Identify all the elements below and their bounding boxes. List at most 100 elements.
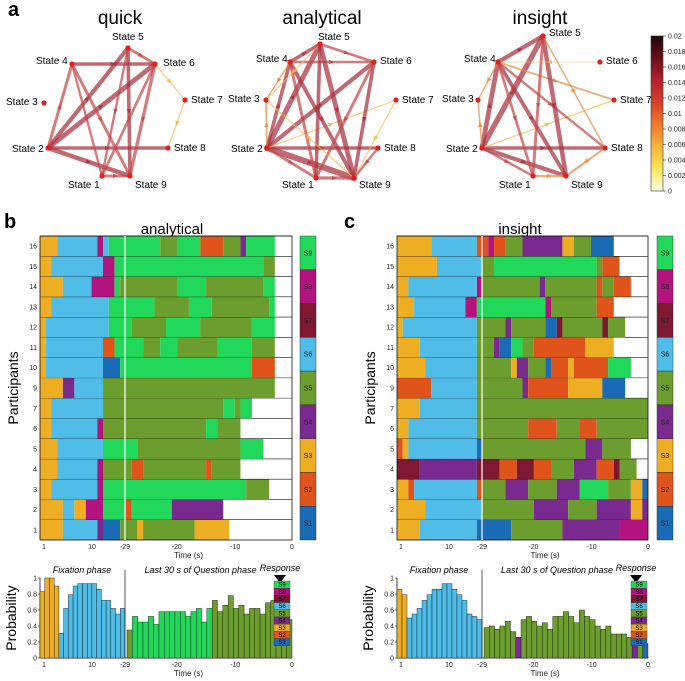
y-tick-label: 1	[33, 576, 37, 583]
question-bar	[164, 611, 170, 659]
network-arrow	[264, 122, 269, 128]
raster-segment	[45, 357, 103, 378]
raster-segment	[177, 337, 218, 358]
network-arrow	[528, 115, 534, 121]
question-bar	[227, 595, 234, 659]
participant-tick: 16	[386, 244, 394, 251]
raster-segment	[613, 458, 620, 480]
network-arrow	[327, 122, 334, 128]
raster-segment	[97, 458, 103, 480]
raster-segment	[476, 438, 483, 459]
fixation-bar	[476, 619, 483, 659]
raster-segment	[533, 458, 552, 480]
network-arrow	[536, 102, 541, 108]
x-axis-label: Time (s)	[174, 669, 203, 678]
question-bar	[249, 608, 255, 659]
prob-legend-label: S7	[635, 597, 643, 603]
fixation-bar	[446, 583, 453, 659]
network-node-label: State 7	[620, 95, 652, 106]
raster-segment	[40, 398, 52, 419]
prob-legend-label: S9	[635, 583, 643, 589]
network-node-label: State 9	[359, 180, 391, 191]
raster-segment	[217, 418, 241, 439]
raster-segment	[91, 276, 115, 297]
colorbar-tick-label: 0.006	[668, 142, 685, 149]
raster-segment	[476, 377, 523, 399]
network-node	[611, 97, 617, 103]
network-arrow	[364, 159, 370, 165]
prob-legend-label: S6	[635, 604, 643, 610]
raster-segment	[103, 438, 138, 459]
raster-segment	[40, 499, 63, 520]
network-node-label: State 5	[112, 32, 144, 43]
raster-segment	[131, 499, 172, 520]
y-axis-label: Participants	[362, 351, 378, 424]
participant-tick: 12	[386, 325, 394, 332]
question-bar	[137, 621, 144, 659]
raster-segment	[223, 236, 241, 257]
x-tick: -10	[586, 662, 596, 669]
raster-segment	[642, 499, 648, 520]
raster-segment	[45, 317, 109, 338]
x-tick: -20	[528, 662, 538, 669]
network-node	[165, 145, 171, 151]
x-tick: -29	[120, 544, 130, 551]
question-bar	[201, 621, 208, 659]
raster-segment	[143, 458, 207, 480]
x-tick: 10	[88, 662, 96, 669]
participant-tick: 16	[29, 244, 37, 251]
raster-segment	[211, 458, 241, 480]
x-tick: -10	[586, 544, 596, 551]
question-bar	[259, 613, 266, 659]
raster-segment	[40, 438, 58, 459]
state-legend-label: S3	[304, 453, 313, 460]
raster-segment	[74, 499, 86, 520]
fixation-bar	[53, 585, 60, 659]
raster-segment	[408, 479, 415, 500]
fixation-bar	[105, 600, 112, 659]
raster-segment	[511, 357, 517, 378]
x-tick: 10	[445, 544, 453, 551]
fixation-bar	[91, 583, 97, 659]
network-arrow	[315, 107, 321, 113]
x-tick: 0	[290, 662, 294, 669]
question-bar	[510, 631, 516, 659]
participant-tick: 12	[29, 325, 37, 332]
raster-segment	[40, 519, 63, 540]
raster-segment	[602, 438, 631, 459]
raster-segment	[62, 519, 98, 540]
raster-segment	[408, 438, 477, 459]
question-bar	[211, 600, 218, 659]
raster-segment	[602, 256, 620, 277]
prob-legend-label: S2	[635, 633, 643, 639]
prob-legend-label: S5	[635, 611, 643, 617]
raster-segment	[573, 458, 597, 480]
raster-segment	[97, 519, 103, 540]
raster-segment	[114, 276, 121, 297]
raster-segment	[194, 519, 229, 540]
question-bar	[584, 616, 591, 659]
network-node-label: State 6	[163, 58, 195, 69]
network-quick: quick State 1 State 2 State 3 State 4 State 5…	[6, 8, 223, 191]
raster-segment	[397, 418, 409, 439]
colorbar-tick-label: 0.014	[668, 80, 685, 87]
raster-segment	[608, 479, 631, 500]
raster-segment	[476, 458, 500, 480]
participant-tick: 1	[390, 527, 394, 534]
raster-segment	[545, 357, 552, 378]
x-tick: 1	[399, 662, 403, 669]
response-label: Response	[616, 563, 657, 573]
question-bar	[605, 625, 612, 659]
question-bar	[547, 629, 553, 659]
state-legend-label: S1	[304, 521, 313, 528]
network-arrow	[306, 135, 312, 141]
network-node	[540, 33, 546, 39]
colorbar-tick-label: 0	[668, 189, 672, 196]
prob-legend-label: S3	[635, 626, 643, 632]
question-bar	[265, 602, 271, 659]
participant-tick: 6	[390, 426, 394, 433]
raster-segment	[596, 256, 603, 277]
raster-segment	[240, 236, 247, 257]
raster-segment	[211, 296, 270, 318]
network-arrow	[516, 47, 523, 53]
